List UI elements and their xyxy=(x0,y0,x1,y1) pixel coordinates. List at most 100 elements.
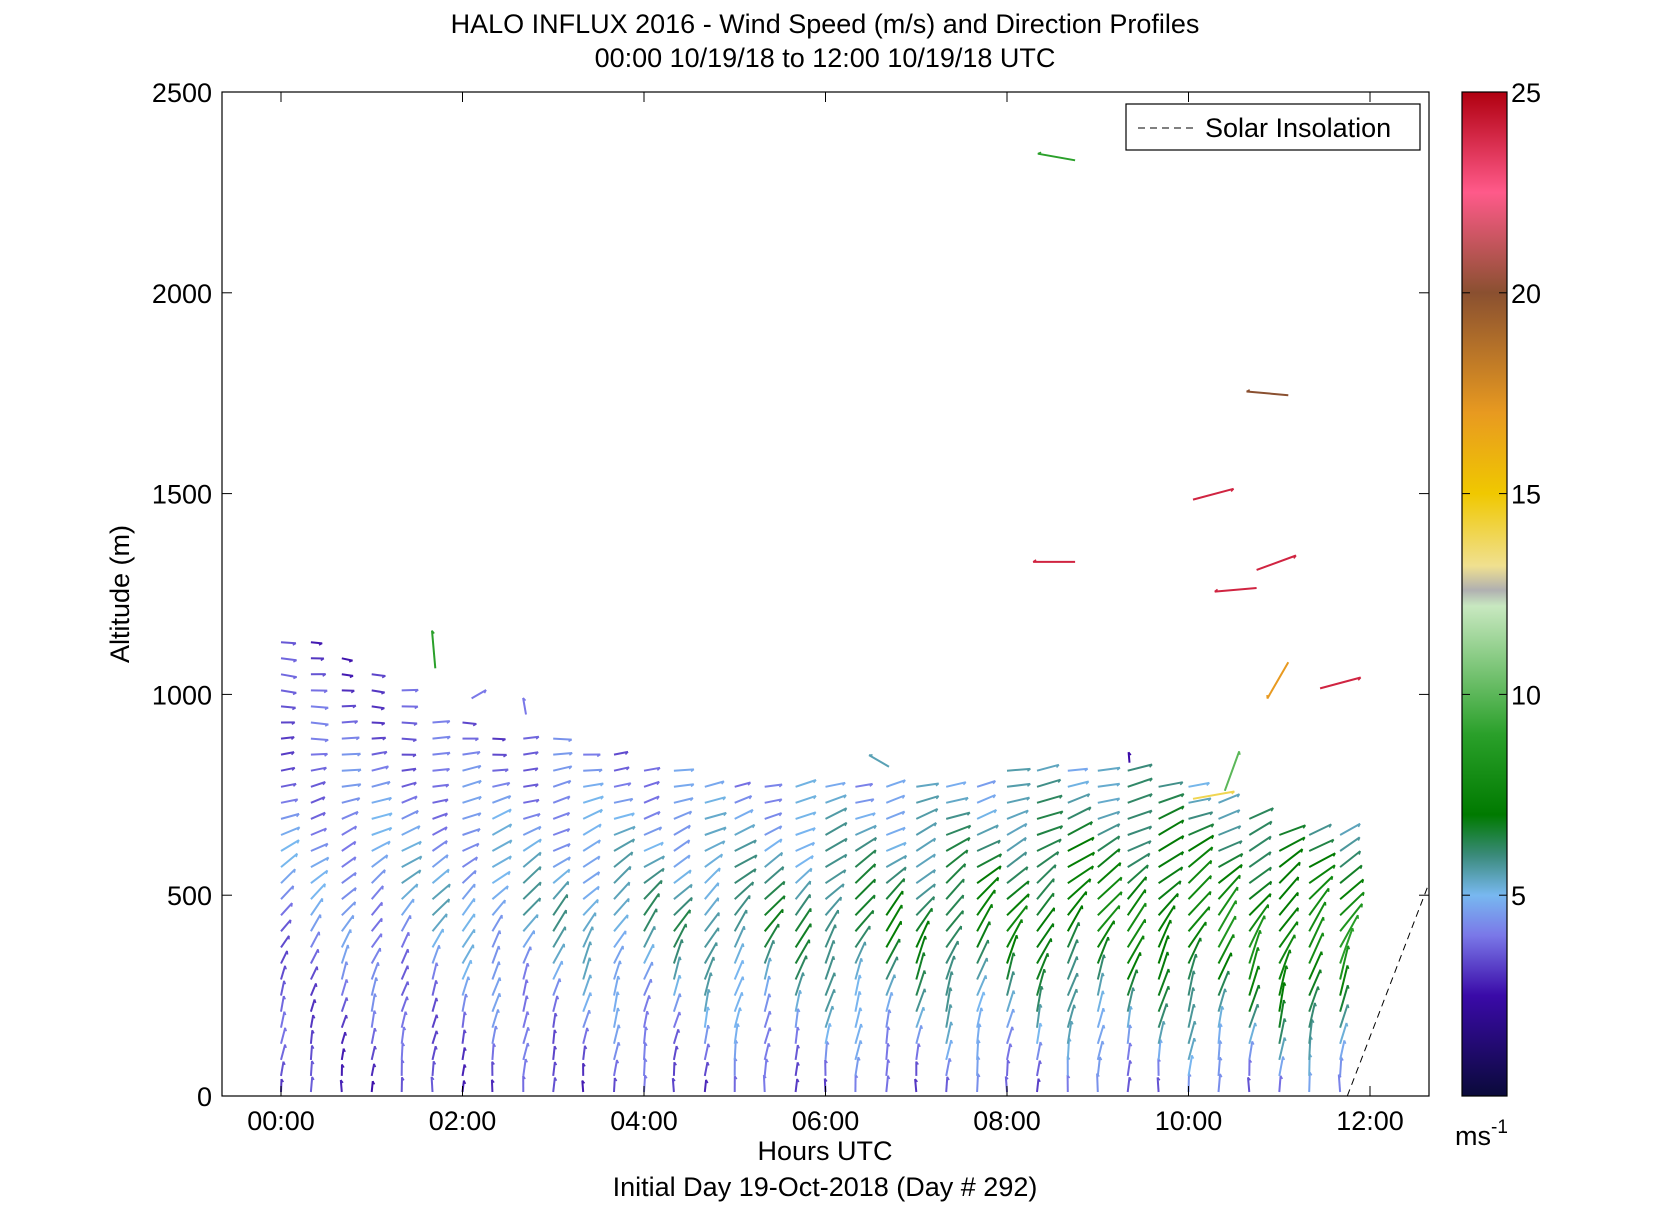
wind-vector-head xyxy=(477,765,482,769)
wind-vector xyxy=(1339,822,1361,836)
wind-vector xyxy=(462,721,477,725)
wind-vector xyxy=(341,840,357,852)
wind-vector-head xyxy=(997,840,1001,844)
wind-vector xyxy=(491,885,509,900)
wind-vector-head xyxy=(1149,778,1153,782)
wind-vector-head xyxy=(1075,988,1079,993)
wind-vector xyxy=(613,975,620,996)
wind-vector xyxy=(582,855,601,868)
wind-vector-head xyxy=(1219,1023,1223,1028)
wind-vector-head xyxy=(387,781,391,786)
wind-vector-head xyxy=(566,812,571,817)
wind-vector xyxy=(733,1023,739,1044)
wind-vector-head xyxy=(412,739,417,743)
wind-vector-head xyxy=(1120,877,1123,881)
wind-vector xyxy=(1067,806,1092,820)
wind-vector xyxy=(1066,939,1079,964)
wind-vector-head xyxy=(1012,952,1016,957)
wind-vector-head xyxy=(917,1043,921,1048)
wind-vector-head xyxy=(1192,987,1196,992)
wind-vector-head xyxy=(1037,151,1042,155)
wind-vector xyxy=(1278,934,1296,964)
wind-vector xyxy=(613,930,627,948)
wind-vector xyxy=(491,992,501,1013)
wind-vector xyxy=(733,976,744,996)
wind-vector-head xyxy=(498,993,502,998)
wind-vector-head xyxy=(720,854,724,858)
wind-vector-head xyxy=(1180,866,1184,871)
wind-vector xyxy=(1126,951,1142,980)
wind-vector xyxy=(764,812,782,820)
wind-vector xyxy=(1036,952,1049,980)
wind-vector-head xyxy=(933,869,936,874)
wind-vector xyxy=(1096,1056,1101,1077)
wind-vector xyxy=(341,901,357,917)
wind-vector-head xyxy=(353,856,357,861)
wind-vector-head xyxy=(434,1045,438,1050)
wind-vector-head xyxy=(446,736,451,740)
wind-vector xyxy=(1096,990,1104,1012)
wind-vector-head xyxy=(322,673,327,677)
wind-vector xyxy=(763,975,771,996)
wind-vector xyxy=(885,938,901,964)
wind-vector-head xyxy=(1347,984,1350,989)
wind-vector xyxy=(280,705,296,709)
wind-vector xyxy=(734,854,758,868)
wind-vector-head xyxy=(539,852,542,857)
wind-vector xyxy=(1036,1022,1042,1044)
wind-vector xyxy=(310,931,320,948)
wind-vector xyxy=(794,893,811,916)
wind-vector-head xyxy=(1101,972,1105,977)
wind-vector xyxy=(431,854,449,868)
wind-vector xyxy=(1217,874,1241,900)
wind-vector-head xyxy=(385,854,389,859)
wind-vector xyxy=(885,810,905,820)
wind-vector-head xyxy=(1283,982,1287,986)
wind-vector-head xyxy=(529,946,532,951)
wind-vector xyxy=(1126,1077,1131,1093)
wind-vector xyxy=(1067,793,1090,804)
wind-vector xyxy=(915,837,936,852)
wind-vector-head xyxy=(903,878,906,883)
wind-vector-head xyxy=(354,887,357,892)
wind-vector-head xyxy=(751,881,755,886)
wind-vector xyxy=(310,842,329,852)
wind-vector-head xyxy=(1009,1043,1013,1048)
wind-vector xyxy=(825,807,848,820)
wind-vector-head xyxy=(986,957,989,962)
wind-vector xyxy=(340,944,349,964)
wind-vector-head xyxy=(567,843,571,848)
wind-vector-head xyxy=(415,883,419,888)
wind-vector xyxy=(1157,951,1169,980)
wind-vector-head xyxy=(689,797,694,802)
wind-vector xyxy=(704,897,720,916)
wind-vector-head xyxy=(627,782,632,787)
wind-vector-head xyxy=(1116,783,1121,787)
wind-vector xyxy=(1036,825,1063,836)
wind-vector-head xyxy=(1073,1004,1077,1009)
wind-vector-head xyxy=(812,827,816,832)
wind-vector xyxy=(432,812,448,820)
wind-vector xyxy=(945,910,964,932)
wind-vector xyxy=(401,809,419,820)
wind-vector-head xyxy=(326,857,330,862)
wind-vector xyxy=(462,812,482,820)
wind-vector-head xyxy=(1240,864,1243,869)
wind-vector-head xyxy=(463,1064,467,1068)
wind-vector-head xyxy=(1208,906,1211,911)
wind-vector-head xyxy=(839,896,842,901)
wind-vector-head xyxy=(873,879,876,884)
wind-vector-head xyxy=(465,993,468,998)
wind-vector xyxy=(1036,1078,1040,1093)
wind-vector-head xyxy=(1332,852,1336,857)
wind-vector-head xyxy=(1219,1073,1223,1078)
wind-vector xyxy=(794,990,801,1012)
wind-vector xyxy=(523,798,540,804)
wind-vector-head xyxy=(1257,965,1261,970)
wind-vector xyxy=(671,1078,675,1093)
wind-vector-head xyxy=(893,974,897,979)
wind-vector xyxy=(462,751,481,756)
wind-vector xyxy=(552,1061,556,1077)
wind-vector xyxy=(976,975,987,996)
wind-vector-head xyxy=(1146,864,1149,869)
